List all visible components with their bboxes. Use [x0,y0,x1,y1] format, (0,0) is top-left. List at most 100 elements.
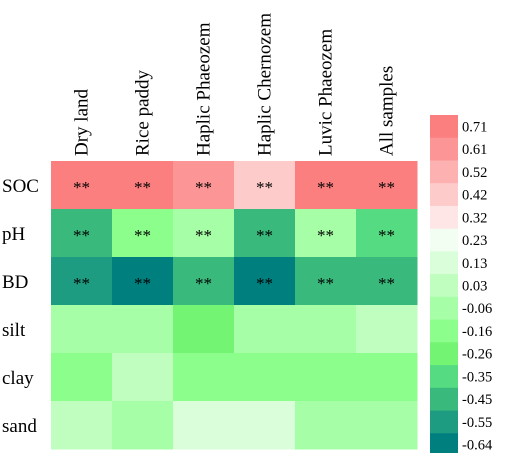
legend-label: -0.16 [462,324,492,340]
legend-label: 0.71 [462,119,487,135]
row-label: silt [2,320,26,341]
legend-swatch [430,183,458,207]
legend-label: 0.03 [462,279,487,295]
significance-mark: ** [195,178,212,197]
column-label: Dry land [72,88,93,156]
heatmap-cell [356,401,418,450]
legend-label: 0.42 [462,188,487,204]
heatmap-cell [234,353,296,402]
heatmap-cell [112,401,174,450]
heatmap-cell [234,305,296,354]
significance-mark: ** [134,274,151,293]
row-label: SOC [2,176,39,197]
significance-mark: ** [317,226,334,245]
column-label: All samples [377,66,398,156]
legend-label: -0.55 [462,415,492,431]
heatmap-cell [51,257,113,306]
heatmap-cell [112,209,174,258]
color-legend: 0.71 0.61 0.52 0.42 0.32 0.23 0.13 0.03 -0.06 -0.… [430,115,493,453]
legend-swatch [430,274,458,298]
significance-mark: ** [256,226,273,245]
heatmap-cell [51,209,113,258]
heatmap-cell [173,209,235,258]
significance-mark: ** [195,226,212,245]
significance-mark: ** [317,178,334,197]
heatmap-cell [295,353,357,402]
legend-swatch [430,410,458,434]
significance-mark: ** [134,226,151,245]
heatmap-cell [356,257,418,306]
row-labels: SOC pH BD silt clay sand [2,176,39,437]
column-label: Haplic Chernozem [255,13,276,156]
legend-swatch [430,365,458,389]
column-labels: Dry land Rice paddy Haplic Phaeozem Haplic … [72,13,398,156]
heatmap-cells [51,161,418,450]
column-label: Haplic Phaeozem [194,22,215,156]
heatmap-cell [234,161,296,210]
legend-label: 0.61 [462,142,487,158]
legend-label: -0.06 [462,301,492,317]
row-label: sand [2,416,37,437]
significance-mark: ** [256,178,273,197]
heatmap-cell [295,209,357,258]
heatmap-cell [173,257,235,306]
significance-mark: ** [73,226,90,245]
column-label: Rice paddy [133,69,154,156]
legend-label: 0.13 [462,256,487,272]
row-label: BD [2,272,28,293]
heatmap-cell [173,305,235,354]
legend-label: -0.26 [462,347,492,363]
significance-marks: ** ** ** ** ** ** ** ** ** ** ** ** ** ** ** ** ** ** [73,178,395,293]
row-label: clay [2,368,34,389]
heatmap-cell [234,257,296,306]
significance-mark: ** [73,274,90,293]
legend-label: 0.32 [462,210,487,226]
significance-mark: ** [256,274,273,293]
heatmap-cell [51,161,113,210]
legend-swatch [430,296,458,320]
legend-label: -0.45 [462,392,492,408]
heatmap-cell [295,257,357,306]
legend-swatch [430,137,458,161]
legend-swatch [430,342,458,366]
column-label: Luvic Phaeozem [316,29,337,156]
significance-mark: ** [73,178,90,197]
significance-mark: ** [195,274,212,293]
heatmap-cell [112,353,174,402]
legend-swatch [430,205,458,230]
significance-mark: ** [378,274,395,293]
heatmap-cell [356,209,418,258]
heatmap-cell [356,353,418,402]
heatmap-cell [51,353,113,402]
heatmap-cell [356,305,418,354]
heatmap-cell [51,305,113,354]
legend-swatch [430,433,458,453]
heatmap-cell [295,161,357,210]
heatmap-cell [51,401,113,450]
legend-swatch [430,387,458,411]
significance-mark: ** [134,178,151,197]
heatmap-cell [295,401,357,450]
legend-swatch [430,115,458,139]
heatmap-cell [234,209,296,258]
significance-mark: ** [317,274,334,293]
row-label: pH [2,224,26,245]
legend-swatch [430,228,458,252]
legend-label: 0.52 [462,165,487,181]
legend-label: -0.35 [462,369,492,385]
significance-mark: ** [378,226,395,245]
heatmap-cell [112,305,174,354]
legend-swatch [430,160,458,184]
legend-swatch [430,319,458,343]
heatmap-cell [112,161,174,210]
heatmap-cell [173,161,235,210]
heatmap-cell [112,257,174,306]
significance-mark: ** [378,178,395,197]
legend-label: -0.64 [462,438,493,453]
heatmap-cell [295,305,357,354]
heatmap-cell [234,401,296,450]
heatmap-cell [173,401,235,450]
legend-swatch [430,251,458,275]
legend-label: 0.23 [462,233,487,249]
